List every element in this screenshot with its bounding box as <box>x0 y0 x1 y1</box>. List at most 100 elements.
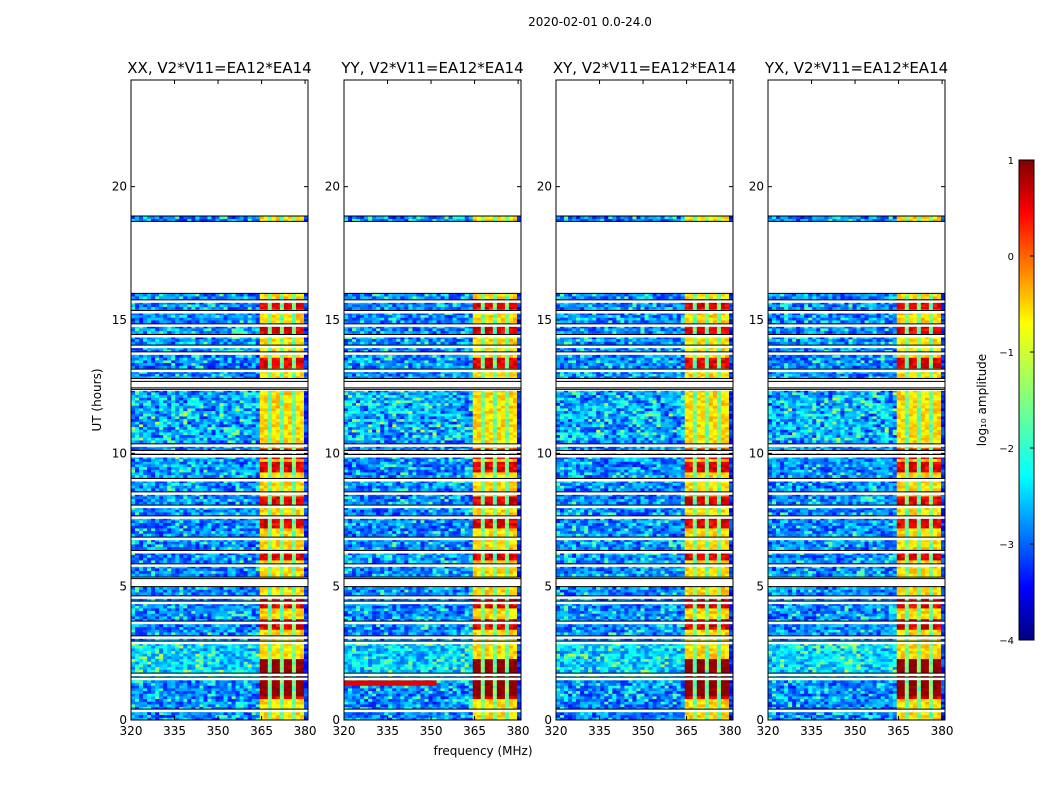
heatmap-cell <box>175 613 179 616</box>
heatmap-cell <box>179 715 183 718</box>
heatmap-cell <box>183 680 187 683</box>
heatmap-cell <box>260 712 264 715</box>
heatmap-cell <box>215 651 219 654</box>
heatmap-cell <box>191 659 195 662</box>
heatmap-cell <box>163 712 167 715</box>
heatmap-cell <box>232 624 236 627</box>
heatmap-cell <box>215 629 219 632</box>
heatmap-cell <box>252 653 256 656</box>
heatmap-cell <box>228 645 232 648</box>
heatmap-cell <box>224 648 228 651</box>
heatmap-cell <box>151 699 155 702</box>
heatmap-cell <box>264 627 268 630</box>
heatmap-cell <box>183 691 187 694</box>
heatmap-cell <box>215 693 219 696</box>
heatmap-cell <box>139 616 143 619</box>
heatmap-cell <box>167 683 171 686</box>
heatmap-cell <box>155 680 159 683</box>
heatmap-cell <box>183 645 187 648</box>
heatmap-cell <box>240 691 244 694</box>
heatmap-cell <box>284 659 288 662</box>
heatmap-cell <box>171 627 175 630</box>
heatmap-cell <box>296 685 300 688</box>
heatmap-cell <box>296 699 300 702</box>
heatmap-cell <box>139 624 143 627</box>
heatmap-cell <box>203 632 207 635</box>
heatmap-cell <box>151 653 155 656</box>
heatmap-cell <box>268 680 272 683</box>
heatmap-cell <box>175 693 179 696</box>
heatmap-cell <box>155 712 159 715</box>
heatmap-cell <box>252 685 256 688</box>
heatmap-cell <box>260 669 264 672</box>
heatmap-cell <box>244 629 248 632</box>
heatmap-cell <box>276 661 280 664</box>
heatmap-cell <box>195 629 199 632</box>
heatmap-cell <box>135 699 139 702</box>
heatmap-cell <box>244 701 248 704</box>
heatmap-cell <box>163 688 167 691</box>
heatmap-cell <box>268 624 272 627</box>
heatmap-cell <box>171 712 175 715</box>
heatmap-cell <box>199 632 203 635</box>
heatmap-cell <box>272 704 276 707</box>
heatmap-cell <box>215 653 219 656</box>
heatmap-cell <box>292 661 296 664</box>
heatmap-cell <box>167 645 171 648</box>
heatmap-cell <box>228 627 232 630</box>
heatmap-cell <box>163 664 167 667</box>
heatmap-cell <box>139 691 143 694</box>
heatmap-cell <box>151 624 155 627</box>
heatmap-cell <box>268 653 272 656</box>
heatmap-cell <box>224 699 228 702</box>
heatmap-cell <box>215 683 219 686</box>
heatmap-cell <box>276 645 280 648</box>
heatmap-cell <box>171 683 175 686</box>
heatmap-cell <box>211 656 215 659</box>
heatmap-cell <box>175 715 179 718</box>
heatmap-cell <box>135 648 139 651</box>
heatmap-cell <box>159 691 163 694</box>
heatmap-cell <box>215 680 219 683</box>
heatmap-cell <box>135 624 139 627</box>
heatmap-cell <box>167 699 171 702</box>
heatmap-cell <box>135 704 139 707</box>
heatmap-cell <box>167 653 171 656</box>
heatmap-cell <box>240 712 244 715</box>
heatmap-cell <box>220 667 224 670</box>
heatmap-cell <box>159 616 163 619</box>
heatmap-cell <box>147 699 151 702</box>
heatmap-cell <box>159 699 163 702</box>
heatmap-cell <box>163 715 167 718</box>
heatmap-cell <box>300 693 304 696</box>
heatmap-cell <box>248 680 252 683</box>
heatmap-cell <box>280 648 284 651</box>
heatmap-cell <box>151 685 155 688</box>
heatmap-cell <box>272 616 276 619</box>
heatmap-cell <box>187 629 191 632</box>
heatmap-cell <box>244 632 248 635</box>
heatmap-cell <box>260 651 264 654</box>
heatmap-cell <box>244 669 248 672</box>
heatmap-cell <box>191 645 195 648</box>
heatmap-cell <box>171 693 175 696</box>
heatmap-cell <box>252 661 256 664</box>
heatmap-cell <box>211 627 215 630</box>
heatmap-cell <box>260 648 264 651</box>
heatmap-cell <box>163 651 167 654</box>
heatmap-cell <box>232 632 236 635</box>
heatmap-cell <box>284 629 288 632</box>
heatmap-cell <box>260 664 264 667</box>
heatmap-cell <box>207 664 211 667</box>
heatmap-cell <box>199 651 203 654</box>
heatmap-cell <box>147 632 151 635</box>
heatmap-cell <box>284 696 288 699</box>
heatmap-cell <box>215 688 219 691</box>
heatmap-cell <box>199 656 203 659</box>
heatmap-cell <box>264 683 268 686</box>
heatmap-cell <box>268 656 272 659</box>
heatmap-cell <box>296 680 300 683</box>
heatmap-cell <box>143 645 147 648</box>
heatmap-cell <box>155 715 159 718</box>
heatmap-cell <box>244 715 248 718</box>
